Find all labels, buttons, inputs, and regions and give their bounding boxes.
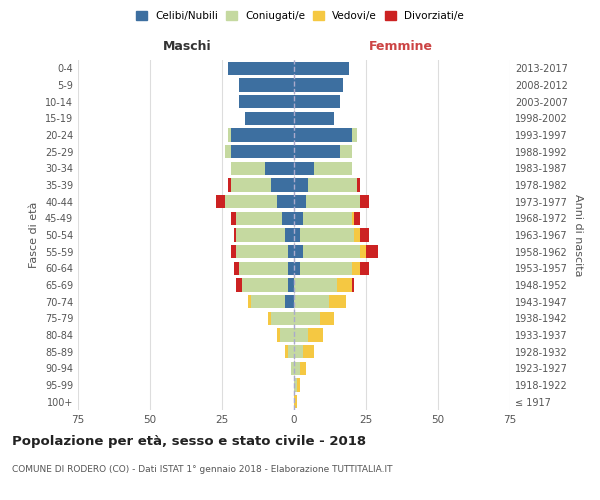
Bar [294,145,340,158]
Bar [230,128,294,141]
Bar [366,245,377,258]
Bar [294,228,300,241]
Bar [297,378,300,392]
Bar [352,212,355,225]
Bar [286,345,288,358]
Bar [294,95,340,108]
Bar [337,278,352,291]
Bar [352,278,355,291]
Bar [294,345,302,358]
Legend: Celibi/Nubili, Coniugati/e, Vedovi/e, Divorziati/e: Celibi/Nubili, Coniugati/e, Vedovi/e, Di… [133,8,467,24]
Bar [268,312,271,325]
Bar [294,378,297,392]
Bar [280,328,294,342]
Bar [236,228,286,241]
Bar [360,228,369,241]
Bar [294,362,300,375]
Bar [288,245,294,258]
Bar [216,195,225,208]
Bar [271,178,294,192]
Bar [340,145,352,158]
Bar [225,195,277,208]
Bar [236,278,242,291]
Bar [291,362,294,375]
Bar [360,195,369,208]
Bar [228,128,230,141]
Bar [355,212,360,225]
Bar [294,178,308,192]
Bar [230,162,265,175]
Y-axis label: Anni di nascita: Anni di nascita [573,194,583,276]
Bar [294,78,343,92]
Bar [294,62,349,75]
Bar [305,195,360,208]
Bar [288,345,294,358]
Bar [230,145,294,158]
Text: Maschi: Maschi [163,40,212,52]
Bar [302,345,314,358]
Bar [286,228,294,241]
Bar [294,245,302,258]
Bar [233,262,239,275]
Bar [294,295,329,308]
Bar [288,262,294,275]
Bar [239,78,294,92]
Bar [283,212,294,225]
Bar [294,328,308,342]
Bar [236,212,283,225]
Bar [236,245,288,258]
Bar [300,262,352,275]
Bar [294,312,320,325]
Bar [271,312,294,325]
Bar [294,395,297,408]
Bar [294,262,300,275]
Bar [242,278,288,291]
Bar [360,245,366,258]
Bar [352,262,360,275]
Text: COMUNE DI RODERO (CO) - Dati ISTAT 1° gennaio 2018 - Elaborazione TUTTITALIA.IT: COMUNE DI RODERO (CO) - Dati ISTAT 1° ge… [12,465,392,474]
Text: Popolazione per età, sesso e stato civile - 2018: Popolazione per età, sesso e stato civil… [12,435,366,448]
Bar [245,112,294,125]
Bar [225,145,230,158]
Bar [314,162,352,175]
Bar [355,228,360,241]
Bar [308,328,323,342]
Bar [230,178,271,192]
Bar [286,295,294,308]
Bar [302,245,360,258]
Bar [248,295,251,308]
Bar [294,278,337,291]
Bar [294,128,352,141]
Bar [288,278,294,291]
Bar [277,328,280,342]
Bar [294,162,314,175]
Bar [329,295,346,308]
Text: Femmine: Femmine [368,40,433,52]
Bar [294,112,334,125]
Bar [300,362,305,375]
Bar [300,228,355,241]
Bar [294,212,302,225]
Bar [230,245,236,258]
Bar [320,312,334,325]
Bar [228,62,294,75]
Bar [265,162,294,175]
Y-axis label: Fasce di età: Fasce di età [29,202,39,268]
Bar [233,228,236,241]
Bar [230,212,236,225]
Bar [239,95,294,108]
Bar [294,195,305,208]
Bar [358,178,360,192]
Bar [239,262,288,275]
Bar [308,178,358,192]
Bar [352,128,358,141]
Bar [251,295,286,308]
Bar [277,195,294,208]
Bar [228,178,230,192]
Bar [360,262,369,275]
Bar [302,212,352,225]
